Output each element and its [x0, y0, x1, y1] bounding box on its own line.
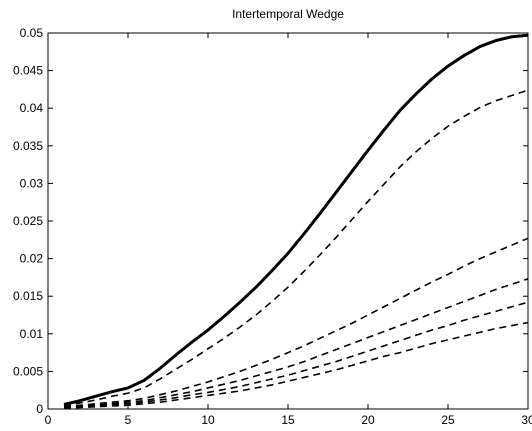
- y-tick-label: 0.035: [13, 139, 43, 153]
- series-line-1: [63, 33, 529, 406]
- y-tick-label: 0.015: [13, 289, 43, 303]
- y-tick-label: 0: [36, 402, 43, 416]
- y-tick-label: 0.01: [20, 327, 44, 341]
- y-tick-label: 0.005: [13, 364, 43, 378]
- y-tick-label: 0.025: [13, 214, 43, 228]
- series-lines: [63, 33, 529, 410]
- series-line-5: [63, 301, 529, 409]
- x-tick-label: 0: [45, 413, 52, 427]
- y-tick-label: 0.05: [20, 26, 44, 40]
- x-tick-label: 20: [361, 413, 375, 427]
- series-line-3: [63, 237, 529, 408]
- y-tick-label: 0.04: [20, 101, 44, 115]
- series-line-2: [63, 89, 529, 407]
- y-tick-label: 0.045: [13, 64, 43, 78]
- series-line-6: [63, 321, 529, 410]
- y-tick-label: 0.02: [20, 252, 44, 266]
- x-tick-label: 15: [281, 413, 295, 427]
- y-tick-label: 0.03: [20, 176, 44, 190]
- x-tick-label: 25: [441, 413, 455, 427]
- series-line-4: [63, 278, 529, 409]
- x-tick-label: 10: [201, 413, 215, 427]
- chart-title: Intertemporal Wedge: [232, 7, 344, 21]
- ticks: 0 5 10 15 20 25 30 0 0.005 0.01 0.015 0.02 0.025 0.03…: [13, 26, 532, 427]
- x-tick-label: 5: [125, 413, 132, 427]
- x-tick-label: 30: [521, 413, 532, 427]
